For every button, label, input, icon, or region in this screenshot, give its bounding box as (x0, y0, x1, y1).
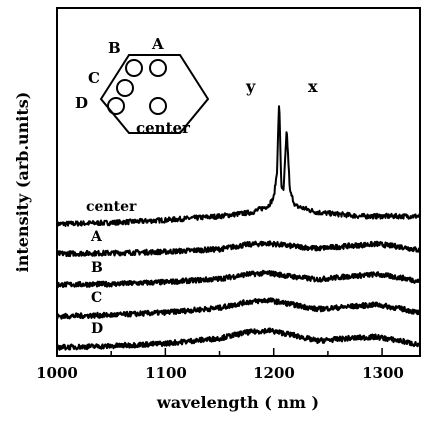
inset-diagram: A B C D center (75, 35, 210, 137)
x-tick-label-1000: 1000 (36, 364, 78, 382)
x-axis-ticks (56, 348, 383, 356)
spectrum-line-d (56, 327, 422, 351)
peak-label-x: x (308, 77, 318, 96)
x-axis-label: wavelength ( nm ) (156, 393, 319, 412)
inset-position-center-marker (149, 97, 167, 115)
inset-hexagon (99, 54, 210, 134)
inset-label-center: center (136, 119, 191, 137)
y-axis-label: intensity (arb.units) (13, 92, 32, 273)
inset-label-c: C (88, 69, 100, 87)
traces-group (56, 105, 422, 351)
inset-label-a: A (151, 35, 164, 53)
inset-position-a-marker (149, 59, 167, 77)
plot-frame (56, 7, 421, 357)
trace-label-b: B (91, 260, 103, 276)
peak-label-y: y (245, 77, 256, 96)
inset-position-d-marker (107, 97, 125, 115)
x-tick-label-1100: 1100 (145, 364, 187, 382)
trace-label-d: D (91, 321, 103, 337)
trace-label-center: center (86, 199, 137, 215)
spectrum-line-c (56, 297, 422, 320)
inset-label-b: B (108, 39, 121, 57)
inset-position-c-marker (116, 79, 134, 97)
trace-label-a: A (90, 229, 103, 245)
trace-label-c: C (91, 290, 102, 306)
inset-label-d: D (75, 94, 88, 112)
inset-position-b-marker (125, 59, 143, 77)
spectrum-line-b (56, 269, 422, 288)
spectrum-line-a (56, 240, 421, 258)
x-tick-label-1200: 1200 (253, 364, 295, 382)
spectrum-line-center (56, 105, 421, 227)
x-tick-label-1300: 1300 (362, 364, 404, 382)
